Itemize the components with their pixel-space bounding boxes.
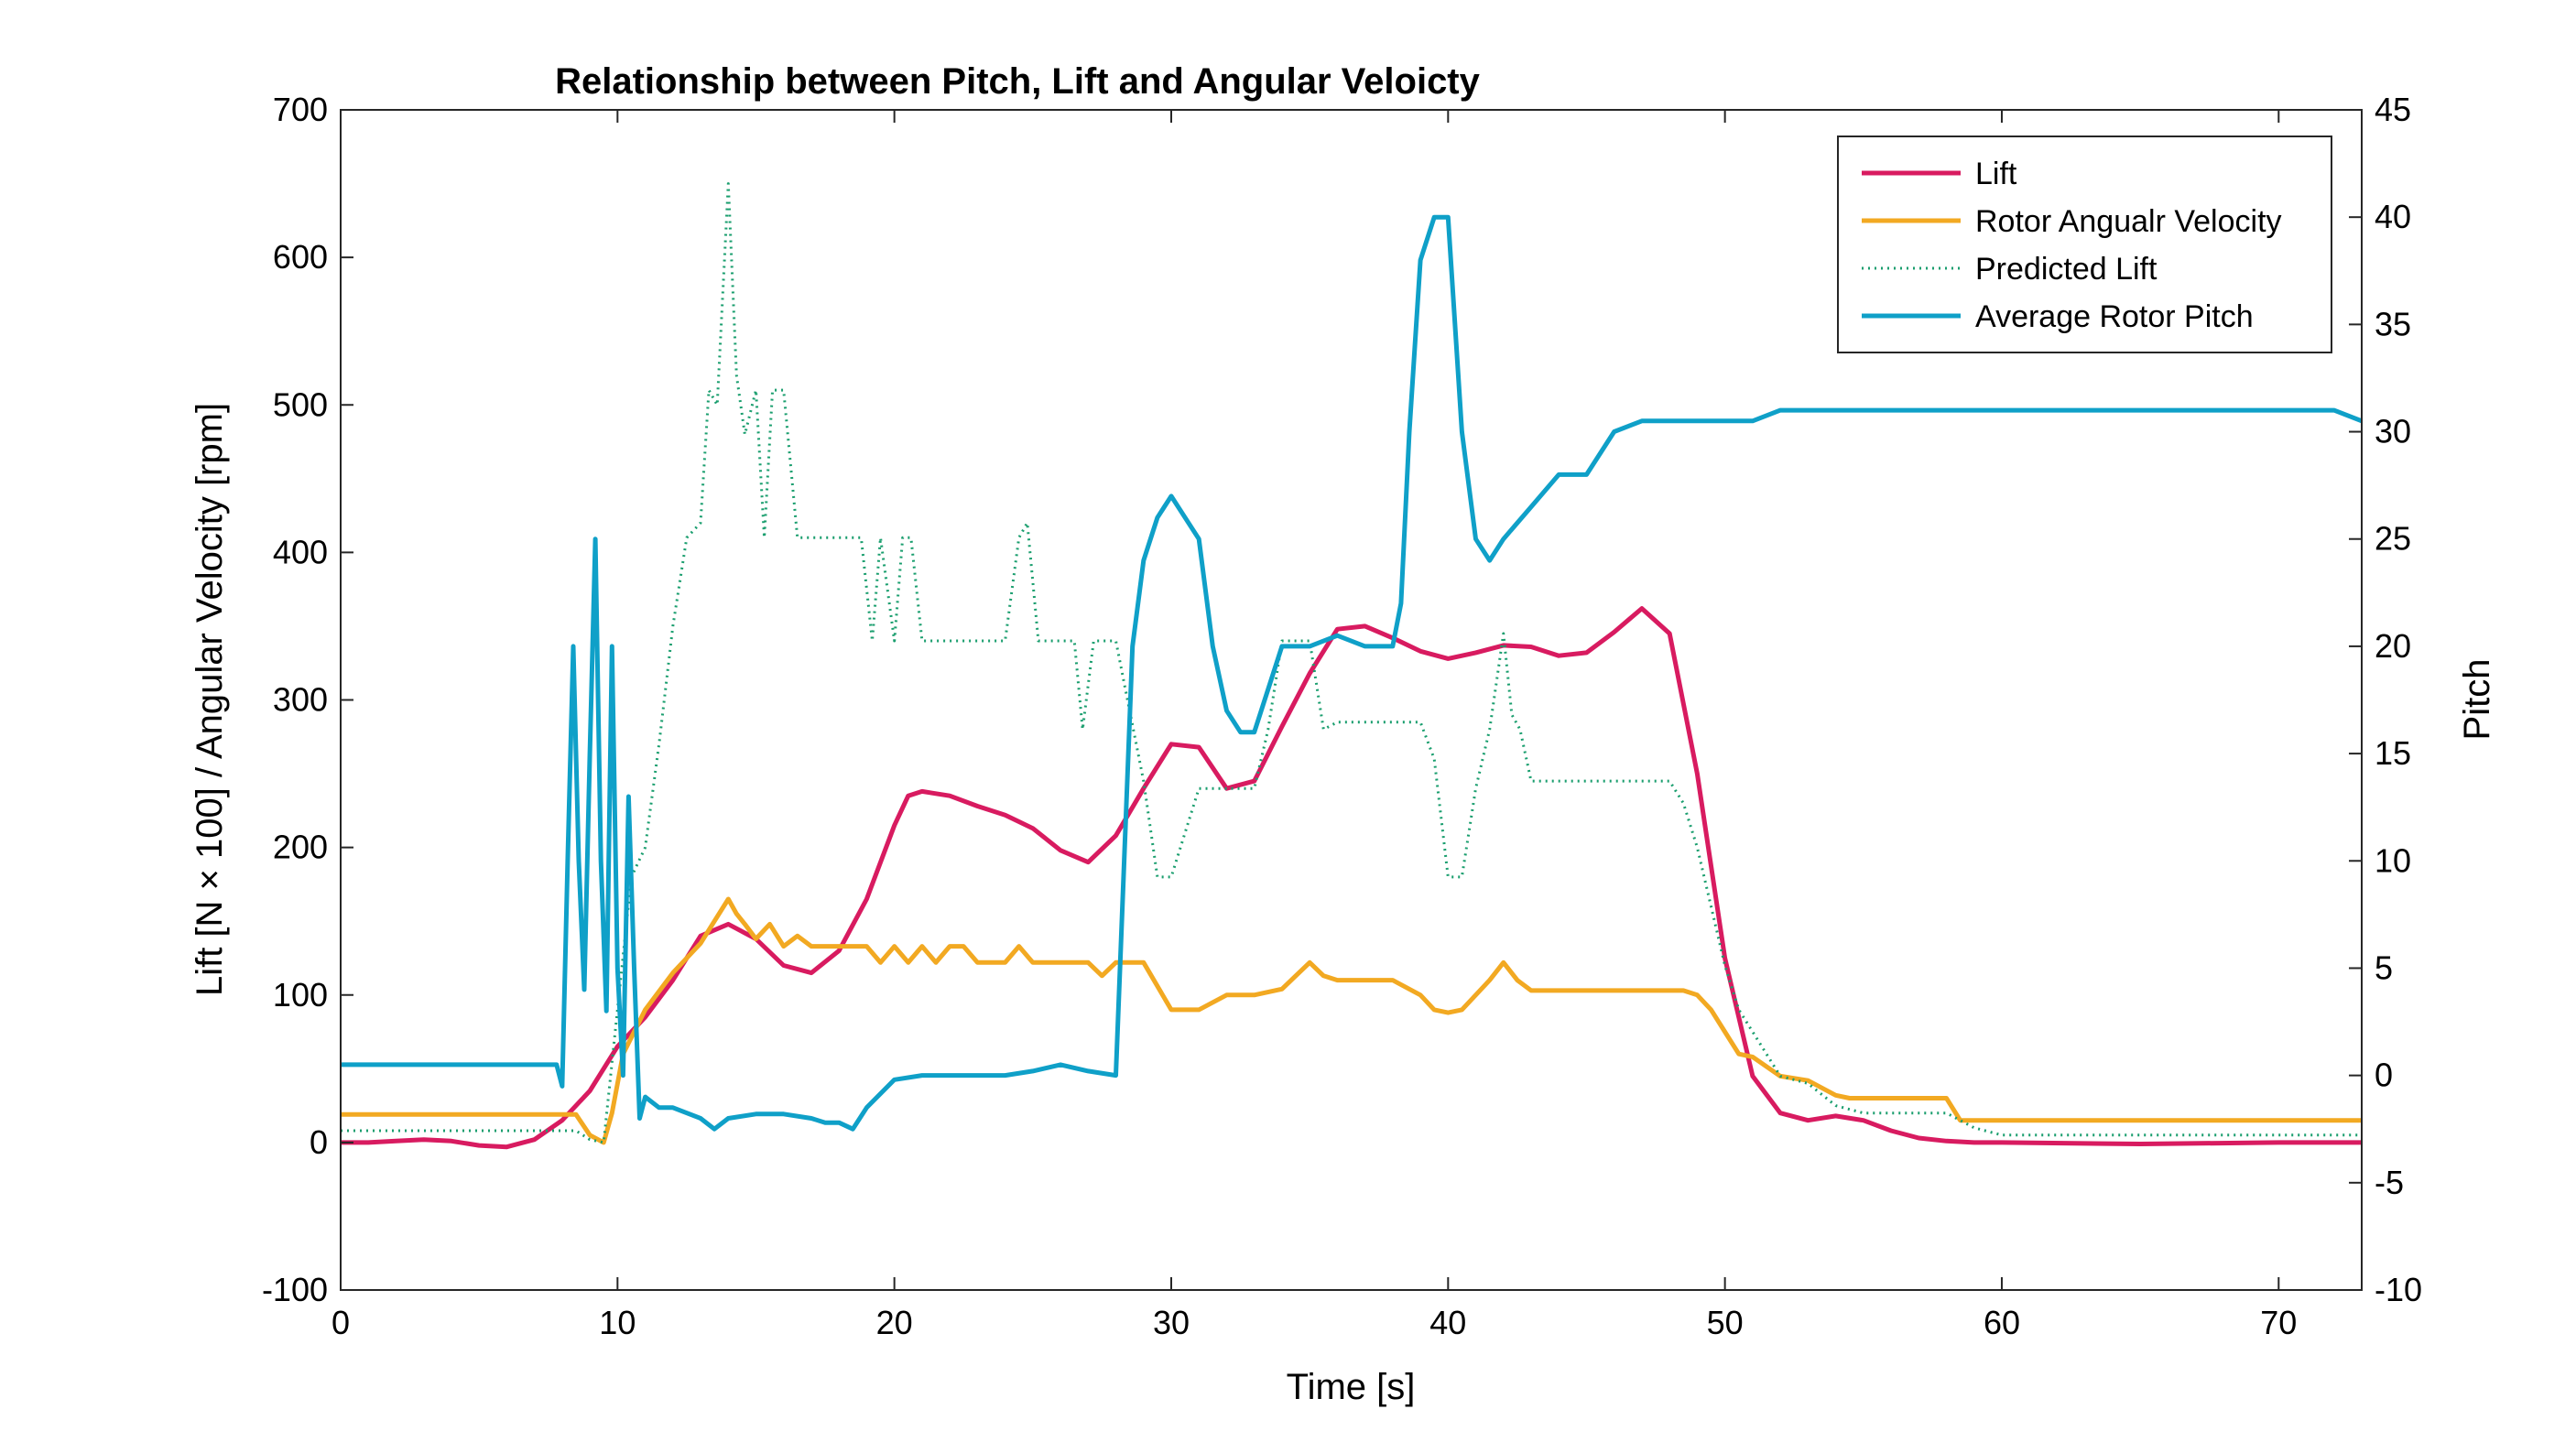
right-y-tick-label: -5 [2375, 1164, 2404, 1201]
x-tick-label: 20 [876, 1304, 913, 1341]
x-tick-label: 10 [599, 1304, 636, 1341]
x-tick-label: 50 [1707, 1304, 1744, 1341]
left-y-axis-label: Lift [N × 100] / Angular Velocity [rpm] [190, 403, 230, 996]
left-y-tick-label: -100 [262, 1271, 328, 1308]
right-y-tick-label: 25 [2375, 520, 2411, 558]
left-y-tick-label: 600 [273, 238, 328, 276]
right-y-tick-label: 5 [2375, 949, 2393, 986]
x-tick-label: 30 [1153, 1304, 1190, 1341]
right-y-axis-label: Pitch [2457, 659, 2497, 741]
legend-label: Lift [1975, 157, 2017, 191]
left-y-tick-label: 400 [273, 533, 328, 570]
right-y-tick-label: 35 [2375, 305, 2411, 342]
x-tick-label: 70 [2260, 1304, 2297, 1341]
ticks: 0 10 20 30 40 50 60 70-100010020030040050060070… [262, 91, 2422, 1341]
legend-label: Rotor Angualr Velocity [1975, 204, 2282, 239]
plot-lines [341, 182, 2362, 1150]
x-tick-label: 60 [1984, 1304, 2020, 1341]
x-tick-label: 40 [1429, 1304, 1466, 1341]
left-y-tick-label: 500 [273, 385, 328, 423]
series-line-angular-velocity [341, 896, 2362, 1145]
left-y-tick-label: 300 [273, 681, 328, 719]
right-y-tick-label: 0 [2375, 1057, 2393, 1094]
left-y-tick-label: 200 [273, 829, 328, 866]
chart-title: Relationship between Pitch, Lift and Ang… [555, 61, 1481, 102]
left-y-tick-label: 100 [273, 976, 328, 1014]
legend-label: Predicted Lift [1975, 252, 2158, 287]
right-y-tick-label: 45 [2375, 91, 2411, 128]
right-y-tick-label: 20 [2375, 627, 2411, 665]
left-y-tick-label: 0 [310, 1123, 328, 1161]
right-y-tick-label: -10 [2375, 1271, 2422, 1308]
right-y-tick-label: 40 [2375, 198, 2411, 235]
x-axis-label: Time [s] [1287, 1367, 1416, 1407]
left-y-tick-label: 700 [273, 91, 328, 128]
right-y-tick-label: 10 [2375, 841, 2411, 879]
x-tick-label: 0 [332, 1304, 350, 1341]
right-y-tick-label: 15 [2375, 734, 2411, 772]
legend-label: Average Rotor Pitch [1975, 299, 2254, 334]
right-y-tick-label: 30 [2375, 413, 2411, 450]
series-line-pitch [341, 214, 2362, 1132]
legend: Lift Rotor Angualr Velocity Predicted Lift… [1837, 136, 2332, 353]
